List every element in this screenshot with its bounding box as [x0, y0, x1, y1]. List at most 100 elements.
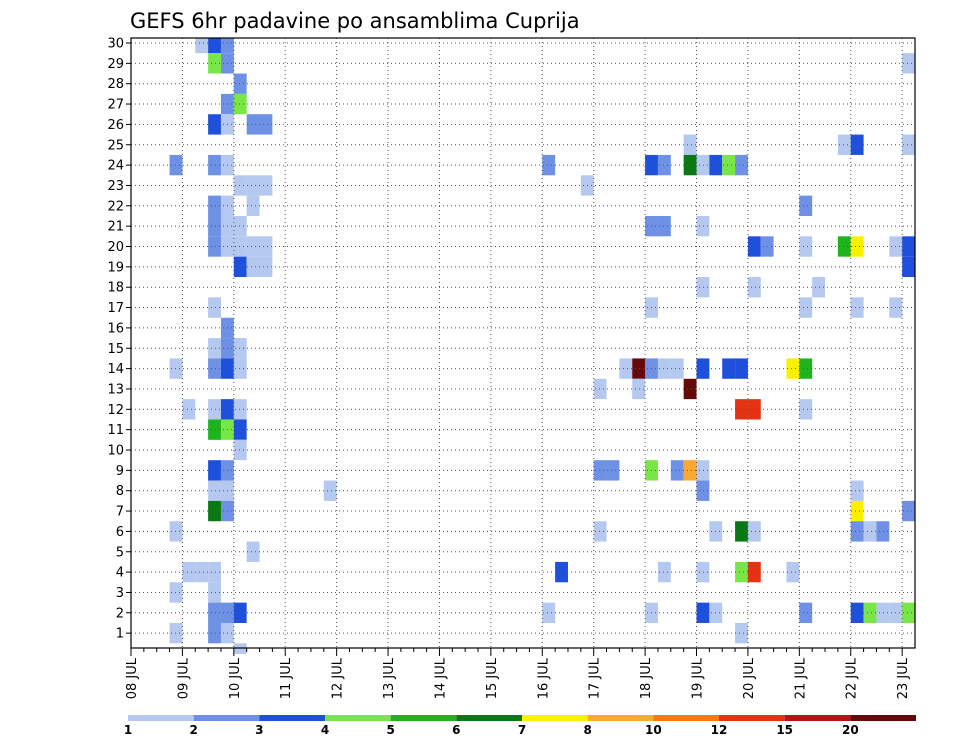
heatmap-cell — [208, 53, 221, 74]
heatmap-cell — [632, 378, 646, 400]
heatmap-cell — [606, 460, 620, 481]
heatmap-cell — [233, 399, 247, 420]
heatmap-cell — [208, 215, 221, 237]
x-tick-label: 15 JUL — [485, 657, 500, 699]
colorbar-tick-label: 1 — [124, 723, 132, 737]
heatmap-cell — [876, 521, 890, 542]
heatmap-cell — [683, 460, 697, 481]
heatmap-cell — [850, 134, 864, 155]
heatmap-cell — [837, 134, 851, 155]
y-axis: 1234567891011121314151617181920212223242… — [107, 37, 131, 642]
heatmap-cell — [259, 175, 273, 196]
heatmap-cell — [799, 195, 813, 216]
heatmap-cell — [182, 399, 196, 420]
y-tick-label: 1 — [116, 627, 124, 642]
y-tick-label: 4 — [116, 566, 124, 581]
heatmap-cell — [593, 460, 607, 481]
heatmap-cell — [902, 236, 915, 257]
y-tick-label: 22 — [107, 199, 124, 214]
heatmap-cell — [208, 480, 221, 501]
heatmap-cell — [747, 236, 761, 257]
heatmap-cell — [233, 236, 247, 257]
heatmap-cell — [850, 602, 864, 623]
colorbar-swatch — [456, 715, 522, 721]
heatmap-cell — [799, 236, 813, 257]
heatmap-cell — [799, 602, 813, 623]
colorbar-swatch — [784, 715, 851, 721]
heatmap-cell — [208, 195, 221, 216]
colorbar: 1 2 3 4 5 6 7 8 10 12 15 20 — [124, 715, 916, 737]
heatmap-cell — [208, 582, 221, 603]
heatmap-cell — [246, 114, 260, 135]
heatmap-cell — [208, 622, 221, 644]
heatmap-cell — [850, 521, 864, 542]
heatmap-cell — [850, 236, 864, 257]
colorbar-tick-label: 3 — [255, 723, 263, 737]
colorbar-tick-label: 20 — [842, 723, 859, 737]
grid-lines — [131, 38, 915, 648]
colorbar-swatch — [522, 715, 588, 721]
y-tick-label: 26 — [107, 118, 124, 133]
heatmap-cell — [233, 338, 247, 359]
heatmap-cell — [735, 399, 748, 420]
heatmap-cell — [850, 480, 864, 501]
x-tick-label: 19 JUL — [691, 657, 706, 699]
heatmap-cell — [902, 256, 915, 278]
heatmap-cell — [208, 358, 221, 379]
colorbar-swatch — [128, 715, 194, 721]
y-tick-label: 15 — [107, 342, 124, 357]
heatmap-cell — [208, 154, 221, 176]
heatmap-cell — [233, 602, 247, 623]
heatmap-cell — [786, 358, 800, 379]
y-tick-label: 28 — [107, 77, 124, 92]
y-tick-label: 27 — [107, 98, 124, 113]
heatmap-cell — [233, 175, 247, 196]
y-tick-label: 11 — [107, 423, 124, 438]
heatmap-cell — [722, 358, 736, 379]
colorbar-tick-label: 15 — [776, 723, 793, 737]
x-tick-label: 12 JUL — [331, 657, 346, 699]
heatmap-cell — [696, 154, 710, 176]
heatmap-cell — [555, 561, 568, 583]
heatmap-cell — [632, 358, 646, 379]
x-tick-label: 18 JUL — [639, 657, 654, 699]
heatmap-cell — [233, 256, 247, 278]
y-tick-label: 14 — [107, 362, 124, 377]
heatmap-cell — [593, 521, 607, 542]
y-tick-label: 17 — [107, 301, 124, 316]
heatmap-cell — [195, 561, 209, 583]
chart-title: GEFS 6hr padavine po ansamblima Cuprija — [130, 9, 580, 33]
heatmap-cell — [863, 602, 877, 623]
x-tick-label: 11 JUL — [279, 657, 294, 699]
heatmap-cell — [246, 256, 260, 278]
heatmap-cell — [902, 500, 915, 522]
x-tick-label: 17 JUL — [588, 657, 603, 699]
heatmap-cell — [259, 236, 273, 257]
y-tick-label: 29 — [107, 57, 124, 72]
heatmap-cell — [233, 73, 247, 94]
colorbar-swatch — [719, 715, 785, 721]
heatmap-cell — [863, 521, 877, 542]
y-tick-label: 24 — [107, 159, 124, 174]
heatmap-cell — [683, 134, 697, 155]
heatmap-cell — [246, 541, 260, 562]
heatmap-cell — [812, 277, 826, 298]
x-tick-label: 08 JUL — [125, 657, 140, 699]
heatmap-cell — [233, 419, 247, 440]
y-tick-label: 8 — [116, 484, 124, 499]
x-tick-label: 22 JUL — [845, 657, 860, 699]
heatmap-cell — [747, 521, 761, 542]
heatmap-cell — [683, 378, 697, 400]
heatmap-cell — [670, 460, 684, 481]
heatmap-cell — [220, 38, 234, 54]
heatmap-cell — [696, 215, 710, 237]
heatmap-cell — [182, 561, 196, 583]
heatmap-cell — [902, 53, 915, 74]
heatmap-cell — [542, 154, 556, 176]
heatmap-cell — [208, 460, 221, 481]
heatmap-cell — [696, 358, 710, 379]
colorbar-tick-label: 12 — [711, 723, 728, 737]
plot-frame — [130, 37, 916, 649]
heatmap-cell — [683, 154, 697, 176]
